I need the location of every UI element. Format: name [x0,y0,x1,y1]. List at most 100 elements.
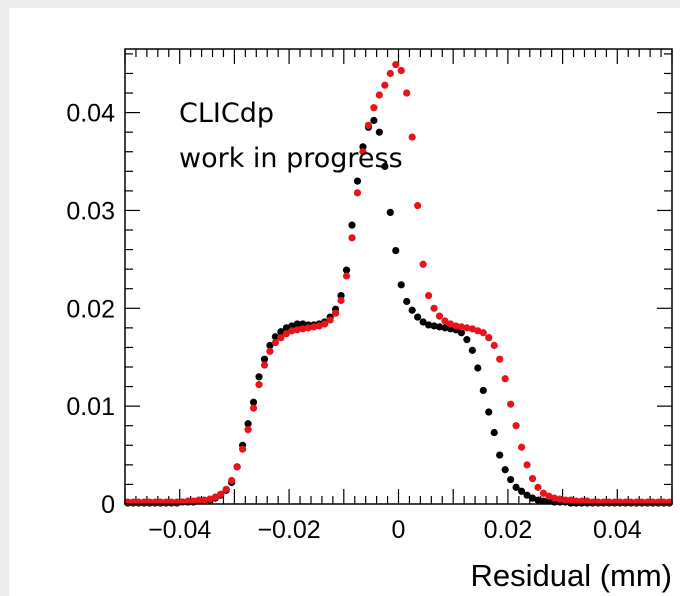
red-data-point [326,316,334,324]
red-data-point [260,361,269,369]
red-data-point [244,426,252,434]
red-data-point [392,61,400,69]
black-data-point [512,483,520,491]
y-tick-label: 0.02 [66,295,115,323]
red-data-point [239,445,247,453]
red-data-point [545,492,553,500]
black-data-point [282,324,290,332]
red-data-point [424,291,433,300]
black-data-point [375,128,383,136]
black-data-point [381,162,389,171]
red-data-point [342,272,351,280]
red-data-point [414,201,422,210]
red-data-point [315,322,323,330]
red-data-point [539,489,548,497]
red-data-point [517,443,526,451]
red-data-point [567,496,575,504]
red-data-point [501,375,509,383]
black-data-point [244,420,252,428]
red-data-point [370,104,378,112]
x-tick-label: −0.02 [257,516,320,544]
red-data-point [282,330,290,338]
red-data-point [255,381,263,389]
black-data-point [430,322,438,330]
black-data-point [528,494,537,502]
red-data-point [468,325,476,333]
tick-labels: −0.04 −0.02 0 0.02 0.04 0 0.01 0.02 0.03 0.04 [66,100,641,544]
black-data-point [348,221,356,229]
black-data-point [457,329,466,337]
red-data-point [408,133,416,141]
plot-frame [124,48,673,505]
red-data-point [419,260,427,268]
black-data-point [523,491,531,499]
black-data-point [534,496,542,504]
black-data-point [370,116,378,125]
black-data-point [479,386,487,395]
black-data-point [342,266,351,274]
black-data-point [468,346,476,354]
red-data-point [496,355,504,363]
red-data-point [304,324,312,332]
red-data-point [321,320,329,328]
black-data-point [414,313,422,321]
black-data-point [386,208,394,217]
red-data-point [310,323,318,331]
red-data-point [386,69,394,78]
black-data-point [485,408,493,416]
red-data-point [561,496,569,504]
red-data-point [485,334,493,342]
red-data-point [217,490,225,498]
black-data-point [419,318,427,326]
red-data-point [512,422,520,430]
black-data-point [507,475,515,484]
red-data-point [507,400,515,408]
red-data-point [490,341,498,350]
red-data-point [331,309,340,317]
red-data-point [222,485,230,493]
x-tick-label: 0.02 [484,516,533,544]
red-data-point [457,323,466,331]
black-data-point [424,321,433,329]
black-data-point [490,428,498,437]
red-data-point [233,463,241,471]
x-tick-label: 0 [392,516,406,544]
red-data-point [430,304,438,312]
red-data-point [353,189,362,197]
y-tick-label: 0.03 [66,197,115,225]
red-data-point [528,474,537,483]
red-data-point [277,334,285,342]
red-data-point [556,495,564,503]
red-data-point [403,89,411,97]
black-data-point [271,333,280,341]
red-data-point [189,497,197,505]
black-data-point [353,177,362,185]
red-data-point [435,312,444,320]
black-data-point [293,320,301,328]
x-axis-title: Residual (mm) [470,558,672,593]
red-data-point [441,317,449,325]
black-data-point [496,451,504,459]
x-tick-label: 0.04 [593,516,642,544]
y-tick-label: 0 [101,491,115,519]
red-data-point [572,497,580,505]
red-data-point [195,496,203,504]
black-data-point [517,487,526,495]
red-data-point [200,496,208,504]
red-data-point [550,494,558,502]
black-data-point [474,364,482,372]
black-data-point [392,246,400,255]
red-data-point [359,148,367,156]
red-data-point [206,495,214,503]
red-data-point [446,320,455,328]
red-data-point [523,461,531,469]
black-data-point [397,281,405,289]
black-data-point [403,297,411,306]
red-data-point [381,81,389,89]
red-data-point [479,329,487,337]
red-data-point [364,121,373,129]
red-data-point [337,296,345,305]
red-data-point [271,338,280,347]
black-data-point [277,328,285,336]
red-data-point [228,476,236,485]
